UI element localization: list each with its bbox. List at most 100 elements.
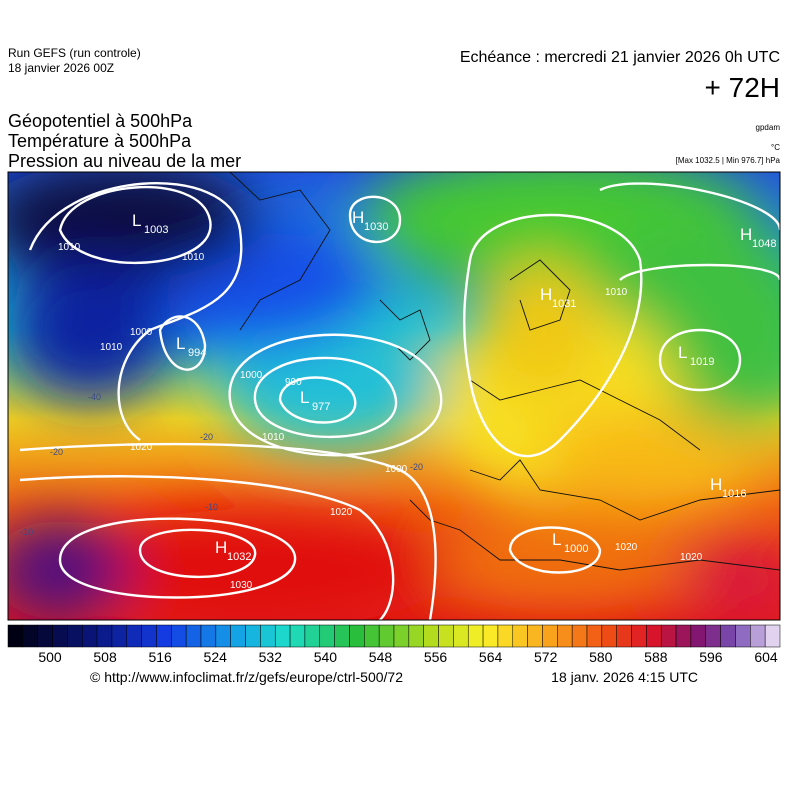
center-value: 1048 bbox=[752, 238, 776, 250]
center-value: 977 bbox=[312, 401, 330, 413]
colorbar-swatch bbox=[141, 624, 157, 648]
colorbar-swatch bbox=[364, 624, 380, 648]
center-value: 1016 bbox=[722, 488, 746, 500]
colorbar-swatch bbox=[675, 624, 692, 648]
colorbar-swatch bbox=[185, 624, 202, 648]
center-value: 1019 bbox=[690, 356, 714, 368]
isobar-label: 1020 bbox=[330, 507, 353, 518]
colorbar-swatch bbox=[37, 624, 53, 648]
temperature-label: -10 bbox=[20, 527, 33, 537]
center-value: 994 bbox=[188, 347, 206, 359]
temperature-label: -20 bbox=[410, 462, 423, 472]
echeance: Echéance : mercredi 21 janvier 2026 0h U… bbox=[460, 49, 780, 66]
colorbar-swatch bbox=[7, 624, 24, 648]
title: Géopotentiel à 500hPa bbox=[8, 111, 193, 131]
colorbar-swatch bbox=[393, 624, 410, 648]
colorbar-swatch bbox=[349, 624, 365, 648]
isobar-label: 1010 bbox=[58, 242, 81, 253]
unit: gpdam bbox=[756, 123, 781, 132]
colorbar-swatch bbox=[557, 624, 573, 648]
temperature-label: -20 bbox=[200, 432, 213, 442]
colorbar-tick-label: 580 bbox=[589, 649, 613, 665]
temperature-label: -20 bbox=[50, 447, 63, 457]
colorbar-swatch bbox=[319, 624, 335, 648]
isobar-label: 1020 bbox=[130, 442, 153, 453]
colorbar-swatch bbox=[542, 624, 558, 648]
colorbar-tick-label: 564 bbox=[479, 649, 503, 665]
run-label: Run GEFS (run controle) bbox=[8, 46, 141, 60]
isobar-label: 1010 bbox=[605, 287, 628, 298]
center-letter: L bbox=[552, 530, 561, 549]
colorbar-tick-label: 540 bbox=[314, 649, 338, 665]
colorbar-swatch bbox=[467, 624, 484, 648]
isobar-label: 1020 bbox=[615, 542, 638, 553]
isobar-label: 1030 bbox=[230, 580, 253, 591]
center-letter: L bbox=[678, 343, 687, 362]
colorbar-tick-label: 524 bbox=[204, 649, 228, 665]
colorbar-swatch bbox=[52, 624, 68, 648]
colorbar-swatch bbox=[571, 624, 588, 648]
colorbar-swatch bbox=[304, 624, 321, 648]
source-url: © http://www.infoclimat.fr/z/gefs/europe… bbox=[90, 669, 403, 685]
map-field bbox=[8, 172, 780, 620]
colorbar-swatch bbox=[111, 624, 128, 648]
center-letter: H bbox=[540, 285, 552, 304]
colorbar-swatch bbox=[453, 624, 469, 648]
colorbar-swatch bbox=[586, 624, 603, 648]
center-letter: H bbox=[352, 208, 364, 227]
colorbar-swatch bbox=[67, 624, 83, 648]
colorbar: 500 508 516 524 532 540 548 556 564 572 580 588 596 6… bbox=[7, 624, 781, 665]
colorbar-swatch bbox=[735, 624, 751, 648]
colorbar-swatch bbox=[616, 624, 632, 648]
isobar-label: 1010 bbox=[182, 252, 205, 263]
colorbar-swatch bbox=[631, 624, 647, 648]
colorbar-swatch bbox=[497, 624, 514, 648]
center-value: 1000 bbox=[564, 543, 588, 555]
center-letter: L bbox=[176, 334, 185, 353]
lead-time: + 72H bbox=[705, 72, 781, 103]
colorbar-tick-label: 516 bbox=[148, 649, 172, 665]
colorbar-swatch bbox=[601, 624, 617, 648]
center-value: 1030 bbox=[364, 221, 388, 233]
colorbar-swatch bbox=[215, 624, 231, 648]
colorbar-tick-label: 508 bbox=[93, 649, 117, 665]
temperature-label: -10 bbox=[205, 502, 218, 512]
colorbar-swatch bbox=[438, 624, 454, 648]
colorbar-tick-label: 548 bbox=[369, 649, 393, 665]
colorbar-swatch bbox=[230, 624, 246, 648]
isobar-label: 990 bbox=[285, 377, 302, 388]
isobar-label: 1000 bbox=[130, 327, 153, 338]
colorbar-swatch bbox=[260, 624, 276, 648]
colorbar-swatch bbox=[200, 624, 217, 648]
isobar-label: 1010 bbox=[262, 432, 285, 443]
colorbar-tick-label: 532 bbox=[259, 649, 283, 665]
colorbar-swatch bbox=[289, 624, 306, 648]
colorbar-swatch bbox=[408, 624, 424, 648]
colorbar-swatch bbox=[156, 624, 172, 648]
center-letter: L bbox=[300, 388, 309, 407]
temperature-label: -40 bbox=[88, 392, 101, 402]
isobar-label: 1000 bbox=[385, 464, 408, 475]
isobar-label: 1000 bbox=[240, 370, 263, 381]
colorbar-swatch bbox=[274, 624, 291, 648]
colorbar-swatch bbox=[705, 624, 721, 648]
isobar-label: 1010 bbox=[100, 342, 123, 353]
colorbar-swatch bbox=[646, 624, 662, 648]
colorbar-tick-label: 500 bbox=[38, 649, 62, 665]
colorbar-swatch bbox=[334, 624, 350, 648]
colorbar-swatch bbox=[720, 624, 736, 648]
colorbar-swatch bbox=[512, 624, 528, 648]
run-date: 18 janvier 2026 00Z bbox=[8, 61, 114, 75]
colorbar-tick-label: 572 bbox=[534, 649, 558, 665]
center-value: 1031 bbox=[552, 298, 576, 310]
colorbar-swatch bbox=[423, 624, 439, 648]
colorbar-swatch bbox=[126, 624, 142, 648]
colorbar-swatch bbox=[81, 624, 98, 648]
isobar-label: 1020 bbox=[680, 552, 703, 563]
generated-time: 18 janv. 2026 4:15 UTC bbox=[551, 669, 698, 685]
colorbar-swatch bbox=[96, 624, 113, 648]
colorbar-tick-label: 556 bbox=[424, 649, 448, 665]
colorbar-swatch bbox=[171, 624, 187, 648]
colorbar-swatch bbox=[764, 624, 781, 648]
colorbar-tick-label: 604 bbox=[754, 649, 778, 665]
